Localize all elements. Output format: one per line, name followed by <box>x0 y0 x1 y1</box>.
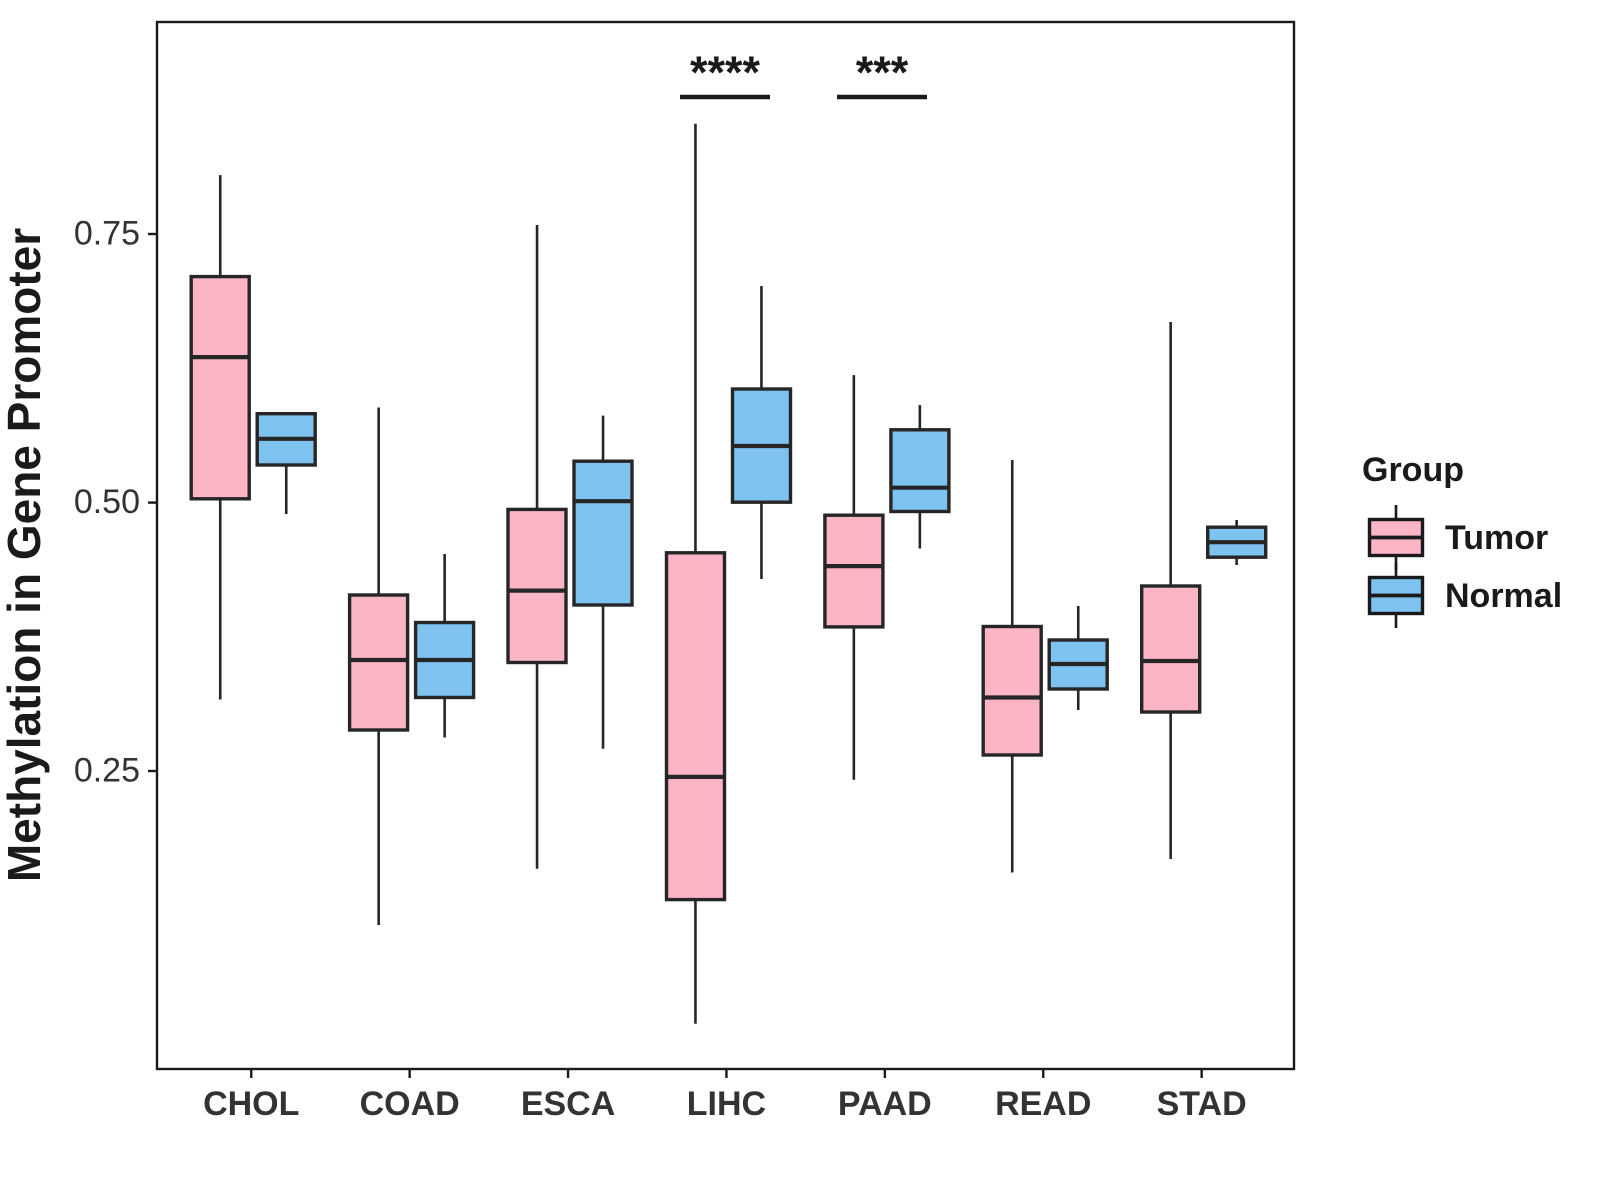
svg-text:0.75: 0.75 <box>74 215 140 253</box>
svg-text:PAAD: PAAD <box>838 1085 932 1123</box>
svg-text:0.25: 0.25 <box>74 752 140 790</box>
svg-text:Normal: Normal <box>1445 577 1562 615</box>
svg-text:Group: Group <box>1362 451 1464 489</box>
svg-text:STAD: STAD <box>1157 1085 1247 1123</box>
svg-text:****: **** <box>690 47 761 98</box>
svg-text:***: *** <box>856 47 909 98</box>
svg-text:0.50: 0.50 <box>74 483 140 521</box>
svg-text:Methylation in Gene Promoter: Methylation in Gene Promoter <box>0 228 50 882</box>
svg-text:LIHC: LIHC <box>687 1085 766 1123</box>
svg-text:ESCA: ESCA <box>521 1085 615 1123</box>
svg-text:CHOL: CHOL <box>203 1085 299 1123</box>
svg-text:Tumor: Tumor <box>1445 519 1548 557</box>
svg-text:READ: READ <box>995 1085 1091 1123</box>
svg-text:COAD: COAD <box>360 1085 460 1123</box>
